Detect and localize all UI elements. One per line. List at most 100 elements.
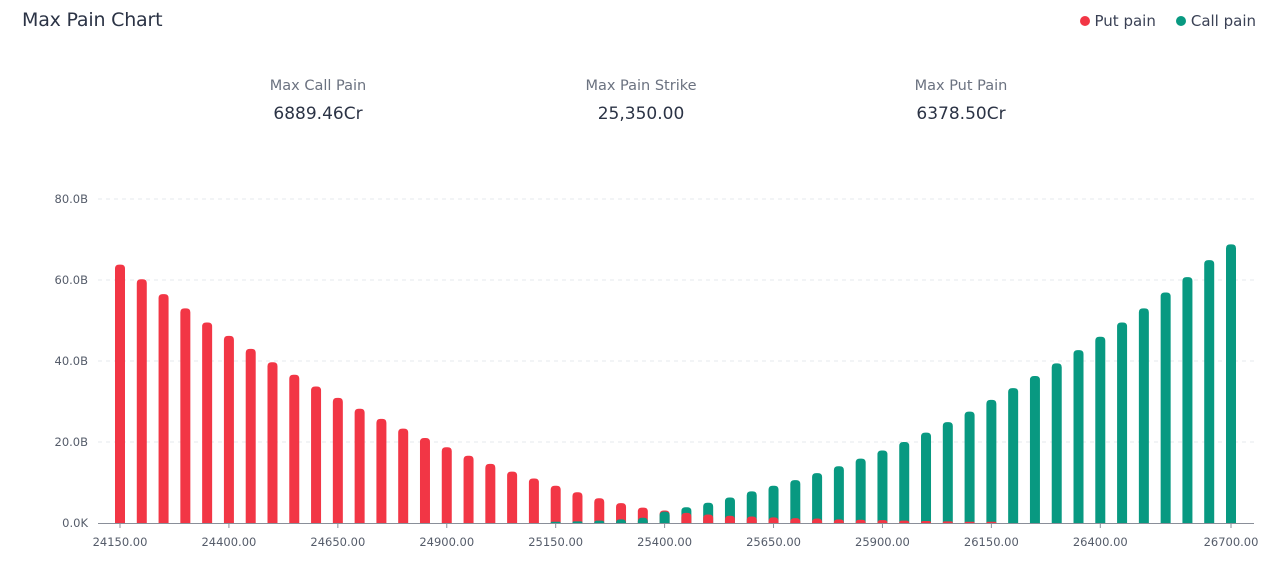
stat-label: Max Put Pain [914, 78, 1008, 94]
put-pain-bar [877, 520, 888, 523]
y-tick-label: 20.0B [55, 435, 89, 449]
x-tick-label: 25900.00 [855, 535, 910, 549]
put-pain-bar [376, 418, 387, 523]
x-tick-label: 24900.00 [419, 535, 474, 549]
x-tick-label: 24650.00 [310, 535, 365, 549]
call-pain-bar [986, 399, 997, 523]
put-pain-bar [441, 447, 452, 523]
call-pain-bar [659, 511, 670, 523]
put-pain-bar [812, 518, 823, 523]
chart-legend: Put pain Call pain [1079, 12, 1256, 30]
x-tick-label: 25150.00 [528, 535, 583, 549]
put-pain-dot-icon [1079, 16, 1090, 26]
put-pain-bar [550, 485, 561, 523]
put-pain-bar [594, 498, 605, 523]
stats-row: Max Call Pain 6889.46Cr Max Pain Strike … [0, 78, 1278, 138]
y-tick-label: 60.0B [55, 273, 89, 287]
call-pain-bar [746, 491, 757, 523]
call-pain-bar [594, 520, 605, 523]
x-tick-label: 25650.00 [746, 535, 801, 549]
x-tick-label: 26400.00 [1073, 535, 1128, 549]
stat-max-pain-strike: Max Pain Strike 25,350.00 [531, 78, 751, 124]
call-pain-bar [1182, 277, 1193, 523]
call-pain-bar [1117, 322, 1128, 523]
call-pain-bar [855, 458, 866, 523]
put-pain-bar [746, 516, 757, 523]
put-pain-bar [354, 408, 365, 523]
put-pain-bar [899, 520, 910, 523]
legend-label-put-pain: Put pain [1094, 12, 1156, 30]
call-pain-bar [1204, 260, 1215, 523]
put-pain-bar [158, 294, 169, 523]
put-pain-bar [768, 517, 779, 523]
call-pain-bar [1073, 350, 1084, 523]
put-pain-bar [332, 397, 343, 523]
call-pain-bar [768, 485, 779, 523]
y-tick-label: 80.0B [55, 192, 89, 206]
stat-value: 6889.46Cr [273, 104, 363, 124]
x-tick-label: 24400.00 [201, 535, 256, 549]
legend-item-put-pain[interactable]: Put pain [1079, 12, 1156, 30]
call-pain-bar [964, 411, 975, 523]
call-pain-bar [921, 432, 932, 523]
call-pain-bar [1226, 244, 1236, 524]
legend-item-call-pain[interactable]: Call pain [1175, 12, 1256, 30]
call-pain-bar [1029, 375, 1040, 523]
call-pain-bar [637, 517, 648, 523]
put-pain-bar [572, 492, 583, 523]
put-pain-bar [485, 463, 496, 523]
put-pain-bar [681, 512, 692, 523]
stat-max-put-pain: Max Put Pain 6378.50Cr [851, 78, 1071, 124]
x-tick-label: 24150.00 [93, 535, 148, 549]
put-pain-bar [419, 437, 430, 523]
call-pain-bar [1160, 292, 1171, 523]
put-pain-bar [463, 455, 474, 523]
legend-label-call-pain: Call pain [1190, 12, 1256, 30]
put-pain-bar [245, 348, 256, 523]
call-pain-bar [1051, 363, 1062, 523]
put-pain-bar [115, 264, 125, 523]
x-tick-label: 26700.00 [1204, 535, 1259, 549]
x-tick-label: 25400.00 [637, 535, 692, 549]
put-pain-bar [202, 322, 213, 523]
put-pain-bar [616, 503, 627, 523]
call-pain-bar [877, 450, 888, 523]
stat-max-call-pain: Max Call Pain 6889.46Cr [208, 78, 428, 124]
call-pain-bar [812, 473, 823, 523]
put-pain-bar [528, 478, 539, 523]
call-pain-bar [1095, 336, 1106, 523]
put-pain-bar [724, 515, 735, 523]
put-pain-bar [790, 518, 801, 523]
stat-value: 6378.50Cr [916, 104, 1006, 124]
put-pain-bar [398, 428, 409, 523]
call-pain-bar [550, 521, 561, 523]
call-pain-bar [833, 466, 844, 523]
put-pain-bar [180, 308, 191, 523]
call-pain-dot-icon [1175, 16, 1186, 26]
put-pain-bar [136, 279, 147, 523]
put-pain-bar [507, 471, 518, 523]
call-pain-bar [572, 521, 583, 523]
put-pain-bar [223, 335, 234, 523]
stat-label: Max Pain Strike [585, 78, 697, 94]
put-pain-bar [921, 520, 932, 523]
put-pain-bar [986, 521, 997, 523]
call-pain-bar [899, 442, 910, 523]
put-pain-bar [267, 362, 278, 523]
call-pain-bar [790, 480, 801, 523]
call-pain-bar [616, 519, 627, 523]
put-pain-bar [289, 374, 300, 523]
y-tick-label: 40.0B [55, 354, 89, 368]
x-tick-label: 26150.00 [964, 535, 1019, 549]
stat-label: Max Call Pain [269, 78, 367, 94]
put-pain-bar [855, 519, 866, 523]
y-tick-label: 0.0K [62, 516, 88, 530]
call-pain-bar [942, 422, 953, 523]
put-pain-bar [964, 521, 975, 523]
chart-title: Max Pain Chart [22, 9, 163, 31]
put-pain-bar [311, 386, 322, 523]
put-pain-bar [942, 521, 953, 523]
put-pain-bar [833, 519, 844, 523]
put-pain-bar [703, 514, 714, 523]
